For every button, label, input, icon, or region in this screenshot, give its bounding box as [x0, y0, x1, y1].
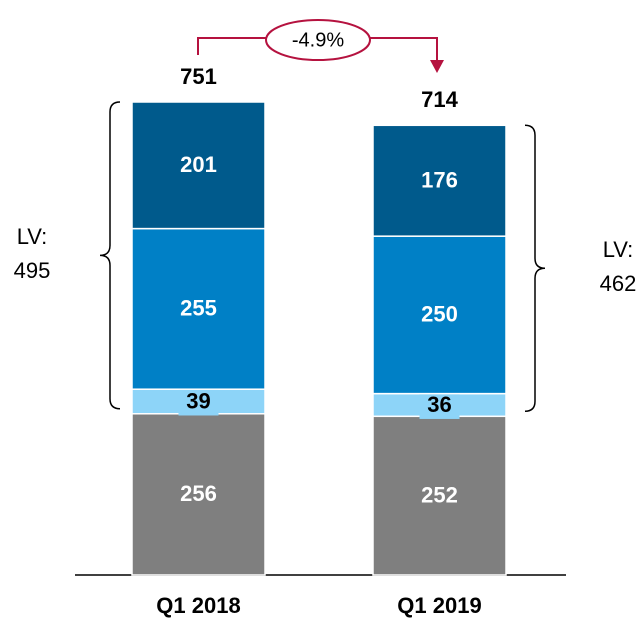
change-bubble — [265, 19, 371, 61]
bracket — [99, 101, 121, 410]
x-tick-label: Q1 2018 — [156, 593, 240, 618]
segment-label: 176 — [421, 168, 458, 193]
segment-label: 250 — [421, 302, 458, 327]
bar-segment — [131, 413, 266, 576]
bracket-value: 495 — [14, 258, 51, 283]
bar-segment — [372, 124, 507, 237]
segment-label: 39 — [186, 388, 210, 413]
label-box — [419, 390, 460, 419]
bracket-value: 462 — [600, 271, 637, 296]
bar-segment — [131, 101, 266, 230]
bracket — [524, 124, 546, 413]
total-label: 751 — [180, 64, 217, 89]
segment-label: 252 — [421, 482, 458, 507]
segment-label: 201 — [180, 152, 217, 177]
segment-label: 256 — [180, 481, 217, 506]
change-label: -4.9% — [292, 29, 344, 51]
bracket-label: LV: — [603, 237, 634, 262]
x-tick-label: Q1 2019 — [397, 593, 481, 618]
total-label: 714 — [421, 87, 458, 112]
bar-segment — [372, 415, 507, 576]
segment-label: 36 — [427, 392, 451, 417]
arrow-head — [430, 60, 444, 73]
bar-segment — [131, 227, 266, 390]
bracket-label: LV: — [17, 224, 48, 249]
label-box — [178, 387, 219, 416]
segment-label: 255 — [180, 296, 217, 321]
bar-segment — [372, 235, 507, 395]
